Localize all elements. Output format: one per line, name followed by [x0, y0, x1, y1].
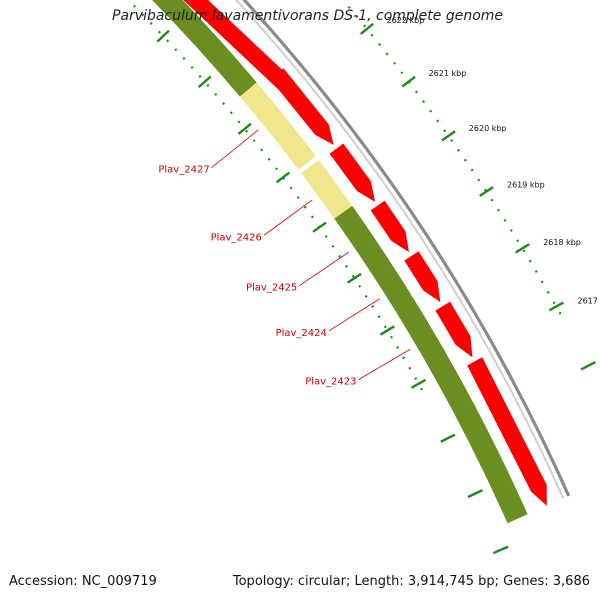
cds-arrow-2426: [329, 143, 376, 203]
olive-feature-bottom: [334, 205, 528, 524]
outer-tick-marks: [360, 22, 596, 371]
feature-track: [152, 0, 528, 524]
genome-backbone: [234, 0, 571, 499]
olive-feature-top: [152, 0, 257, 97]
inner-major-tick: [197, 75, 212, 88]
kbp-tick-label: 2619 kbp: [507, 180, 545, 189]
gene-label: Plav_2426: [211, 232, 262, 243]
backbone-outer-line: [242, 0, 571, 497]
gene-leader-line: [358, 348, 411, 380]
genome-summary: Topology: circular; Length: 3,914,745 bp…: [233, 574, 590, 589]
gene-leader-line: [328, 298, 380, 332]
accession-info: Accession: NC_009719: [9, 574, 157, 589]
cds-arrow-bottom: [466, 356, 548, 507]
kbp-tick-label: 2621 kbp: [429, 69, 467, 78]
inner-major-tick: [379, 325, 395, 336]
gene-label: Plav_2425: [246, 283, 297, 294]
inner-major-tick: [492, 545, 509, 555]
topology-value: circular: [297, 574, 346, 589]
backbone-inner-line: [234, 0, 565, 499]
outer-major-tick: [548, 301, 564, 312]
kbp-tick-label: 2618 kbp: [543, 238, 581, 247]
genes-value: 3,686: [552, 574, 590, 589]
topology-label: Topology:: [232, 574, 298, 589]
cds-arrow-2424: [404, 251, 441, 303]
gene-leader-line: [211, 129, 259, 168]
gene-leader-line: [299, 251, 350, 287]
outer-ring-dots: [341, 0, 566, 322]
outer-major-tick: [441, 130, 456, 142]
map-title: Parvibaculum lavamentivorans DS-1, compl…: [112, 8, 504, 24]
length-label: ; Length:: [345, 574, 408, 589]
kbp-tick-label: 2617 kbp: [578, 297, 600, 306]
accession-value: NC_009719: [81, 574, 157, 589]
gene-leader-line: [263, 199, 313, 236]
yellow-feature-2426: [301, 160, 353, 219]
cds-arrow-2423: [435, 301, 473, 358]
yellow-feature-2427: [239, 82, 316, 170]
length-value: 3,914,745 bp: [407, 574, 495, 589]
gene-label: Plav_2427: [158, 165, 209, 176]
genes-label: ; Genes:: [494, 574, 553, 589]
inner-major-tick: [410, 378, 427, 389]
outer-major-tick: [479, 186, 494, 197]
inner-major-tick: [156, 29, 170, 43]
outer-major-tick: [360, 22, 374, 35]
cds-arrow-2427: [269, 67, 334, 146]
inner-major-tick: [275, 171, 291, 184]
inner-major-tick: [440, 433, 456, 443]
outer-major-tick: [401, 75, 416, 88]
cds-track: [182, 0, 548, 507]
inner-major-tick: [312, 221, 327, 233]
outer-dotted-ring: [341, 0, 566, 322]
inner-tick-marks: [156, 29, 509, 555]
cds-arrow-2425: [370, 200, 410, 253]
kbp-tick-label: 2622 kbp: [387, 16, 425, 25]
accession-label: Accession:: [9, 574, 82, 589]
inner-major-tick: [347, 272, 362, 284]
outer-major-tick: [580, 360, 596, 371]
outer-major-tick: [514, 243, 530, 254]
inner-major-tick: [467, 489, 483, 499]
inner-major-tick: [237, 122, 252, 135]
gene-label: Plav_2423: [305, 377, 356, 388]
kbp-tick-label: 2620 kbp: [469, 124, 507, 133]
gene-label: Plav_2424: [276, 328, 327, 339]
